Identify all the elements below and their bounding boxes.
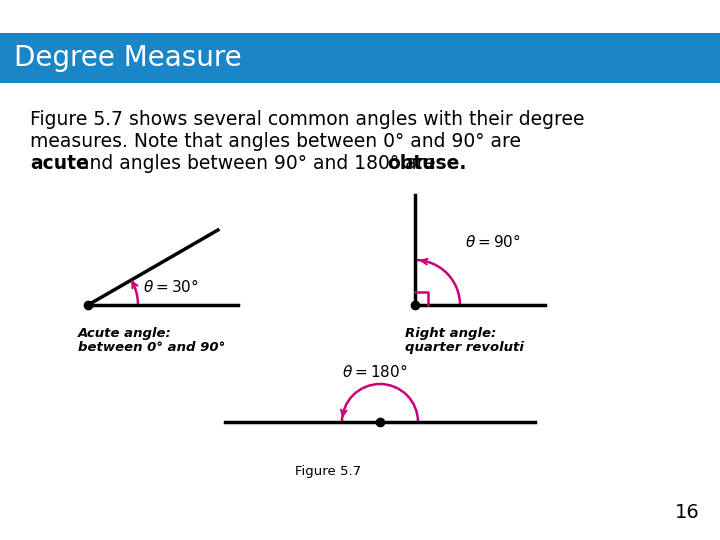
- Text: quarter revoluti: quarter revoluti: [405, 341, 524, 354]
- Text: Degree Measure: Degree Measure: [14, 44, 242, 72]
- Text: between 0° and 90°: between 0° and 90°: [78, 341, 225, 354]
- Text: and angles between 90° and 180° are: and angles between 90° and 180° are: [73, 154, 442, 173]
- Text: acute: acute: [30, 154, 89, 173]
- Text: Figure 5.7: Figure 5.7: [295, 465, 361, 478]
- Text: 16: 16: [675, 503, 700, 522]
- Bar: [0, 33, 720, 83]
- Text: Figure 5.7 shows several common angles with their degree: Figure 5.7 shows several common angles w…: [30, 110, 585, 129]
- Text: measures. Note that angles between 0° and 90° are: measures. Note that angles between 0° an…: [30, 132, 521, 151]
- Text: $\theta = 30°$: $\theta = 30°$: [143, 278, 199, 295]
- Text: Right angle:: Right angle:: [405, 327, 496, 340]
- Text: $\theta = 90°$: $\theta = 90°$: [465, 233, 521, 250]
- Text: $\theta = 180°$: $\theta = 180°$: [342, 363, 408, 380]
- Text: obtuse.: obtuse.: [387, 154, 467, 173]
- Text: Acute angle:: Acute angle:: [78, 327, 172, 340]
